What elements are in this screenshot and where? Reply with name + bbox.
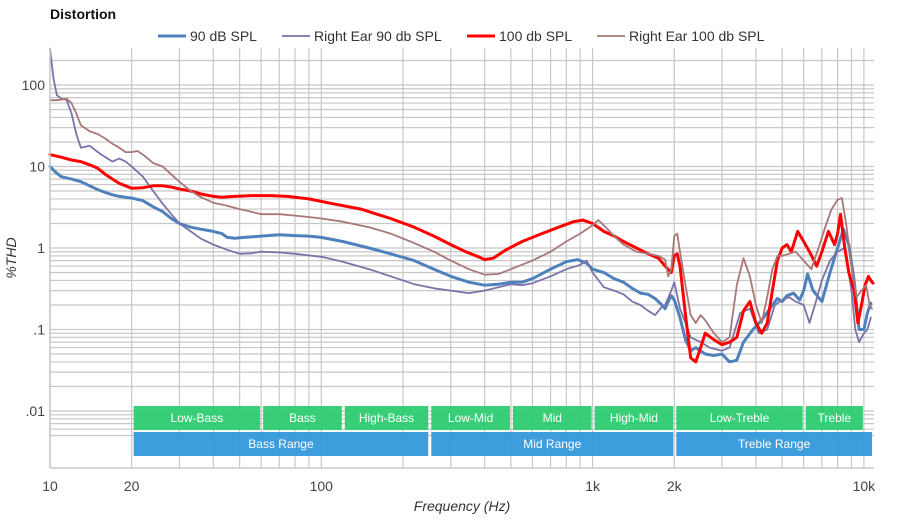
legend-label: 90 dB SPL xyxy=(190,28,257,44)
band-high-mid xyxy=(594,406,674,430)
band-label: Mid Range xyxy=(523,437,581,451)
y-tick-label: 10 xyxy=(29,159,45,175)
y-tick-label: .01 xyxy=(26,403,46,419)
legend-item[interactable]: 90 dB SPL xyxy=(158,28,257,44)
band-label: Low-Bass xyxy=(171,411,224,425)
x-tick-label: 20 xyxy=(124,478,140,494)
x-axis-label: Frequency (Hz) xyxy=(414,498,510,514)
legend: 90 dB SPL Right Ear 90 db SPL 100 db SPL Ri… xyxy=(158,28,765,44)
band-label: Treble xyxy=(818,411,852,425)
band-label: Bass Range xyxy=(248,437,314,451)
band-label: Low-Treble xyxy=(710,411,770,425)
band-treble-range xyxy=(676,432,872,456)
legend-label: Right Ear 100 db SPL xyxy=(629,28,765,44)
y-tick-label: 1 xyxy=(37,240,45,256)
legend-label: 100 db SPL xyxy=(499,28,572,44)
band-high-bass xyxy=(344,406,429,430)
band-low-bass xyxy=(133,406,261,430)
band-low-mid xyxy=(431,406,510,430)
series-line-right-ear-100-db-spl xyxy=(49,97,873,343)
band-bass-range xyxy=(133,432,429,456)
chart-title: Distortion xyxy=(50,6,116,22)
legend-item[interactable]: Right Ear 90 db SPL xyxy=(282,28,442,44)
band-treble xyxy=(805,406,863,430)
x-tick-label: 1k xyxy=(585,478,601,494)
series-lines xyxy=(48,47,875,364)
band-label: Treble Range xyxy=(738,437,811,451)
x-tick-label: 10 xyxy=(42,478,58,494)
legend-item[interactable]: 100 db SPL xyxy=(467,28,572,44)
x-tick-label: 100 xyxy=(310,478,334,494)
grid xyxy=(49,48,874,468)
series-line-100-db-spl xyxy=(48,153,875,364)
axes: 10 20 100 1k 2k 10k 100 10 1 .1 .01 xyxy=(22,48,877,494)
band-low-treble xyxy=(676,406,803,430)
band-label: Mid xyxy=(543,411,562,425)
frequency-bands: Low-Bass Bass High-Bass Low-Mid Mid High-Mid L… xyxy=(133,406,872,456)
y-tick-label: .1 xyxy=(33,322,45,338)
band-label: Bass xyxy=(289,411,316,425)
y-axis-label: %THD xyxy=(3,237,19,278)
band-label: High-Bass xyxy=(359,411,414,425)
band-label: Low-Mid xyxy=(448,411,493,425)
x-tick-label: 10k xyxy=(853,478,877,494)
legend-label: Right Ear 90 db SPL xyxy=(314,28,442,44)
band-mid-range xyxy=(431,432,674,456)
band-bass xyxy=(263,406,342,430)
x-tick-label: 2k xyxy=(667,478,683,494)
y-tick-label: 100 xyxy=(22,77,46,93)
legend-item[interactable]: Right Ear 100 db SPL xyxy=(597,28,765,44)
band-mid xyxy=(512,406,592,430)
series-line-right-ear-90-db-spl xyxy=(49,47,872,352)
band-label: High-Mid xyxy=(610,411,658,425)
